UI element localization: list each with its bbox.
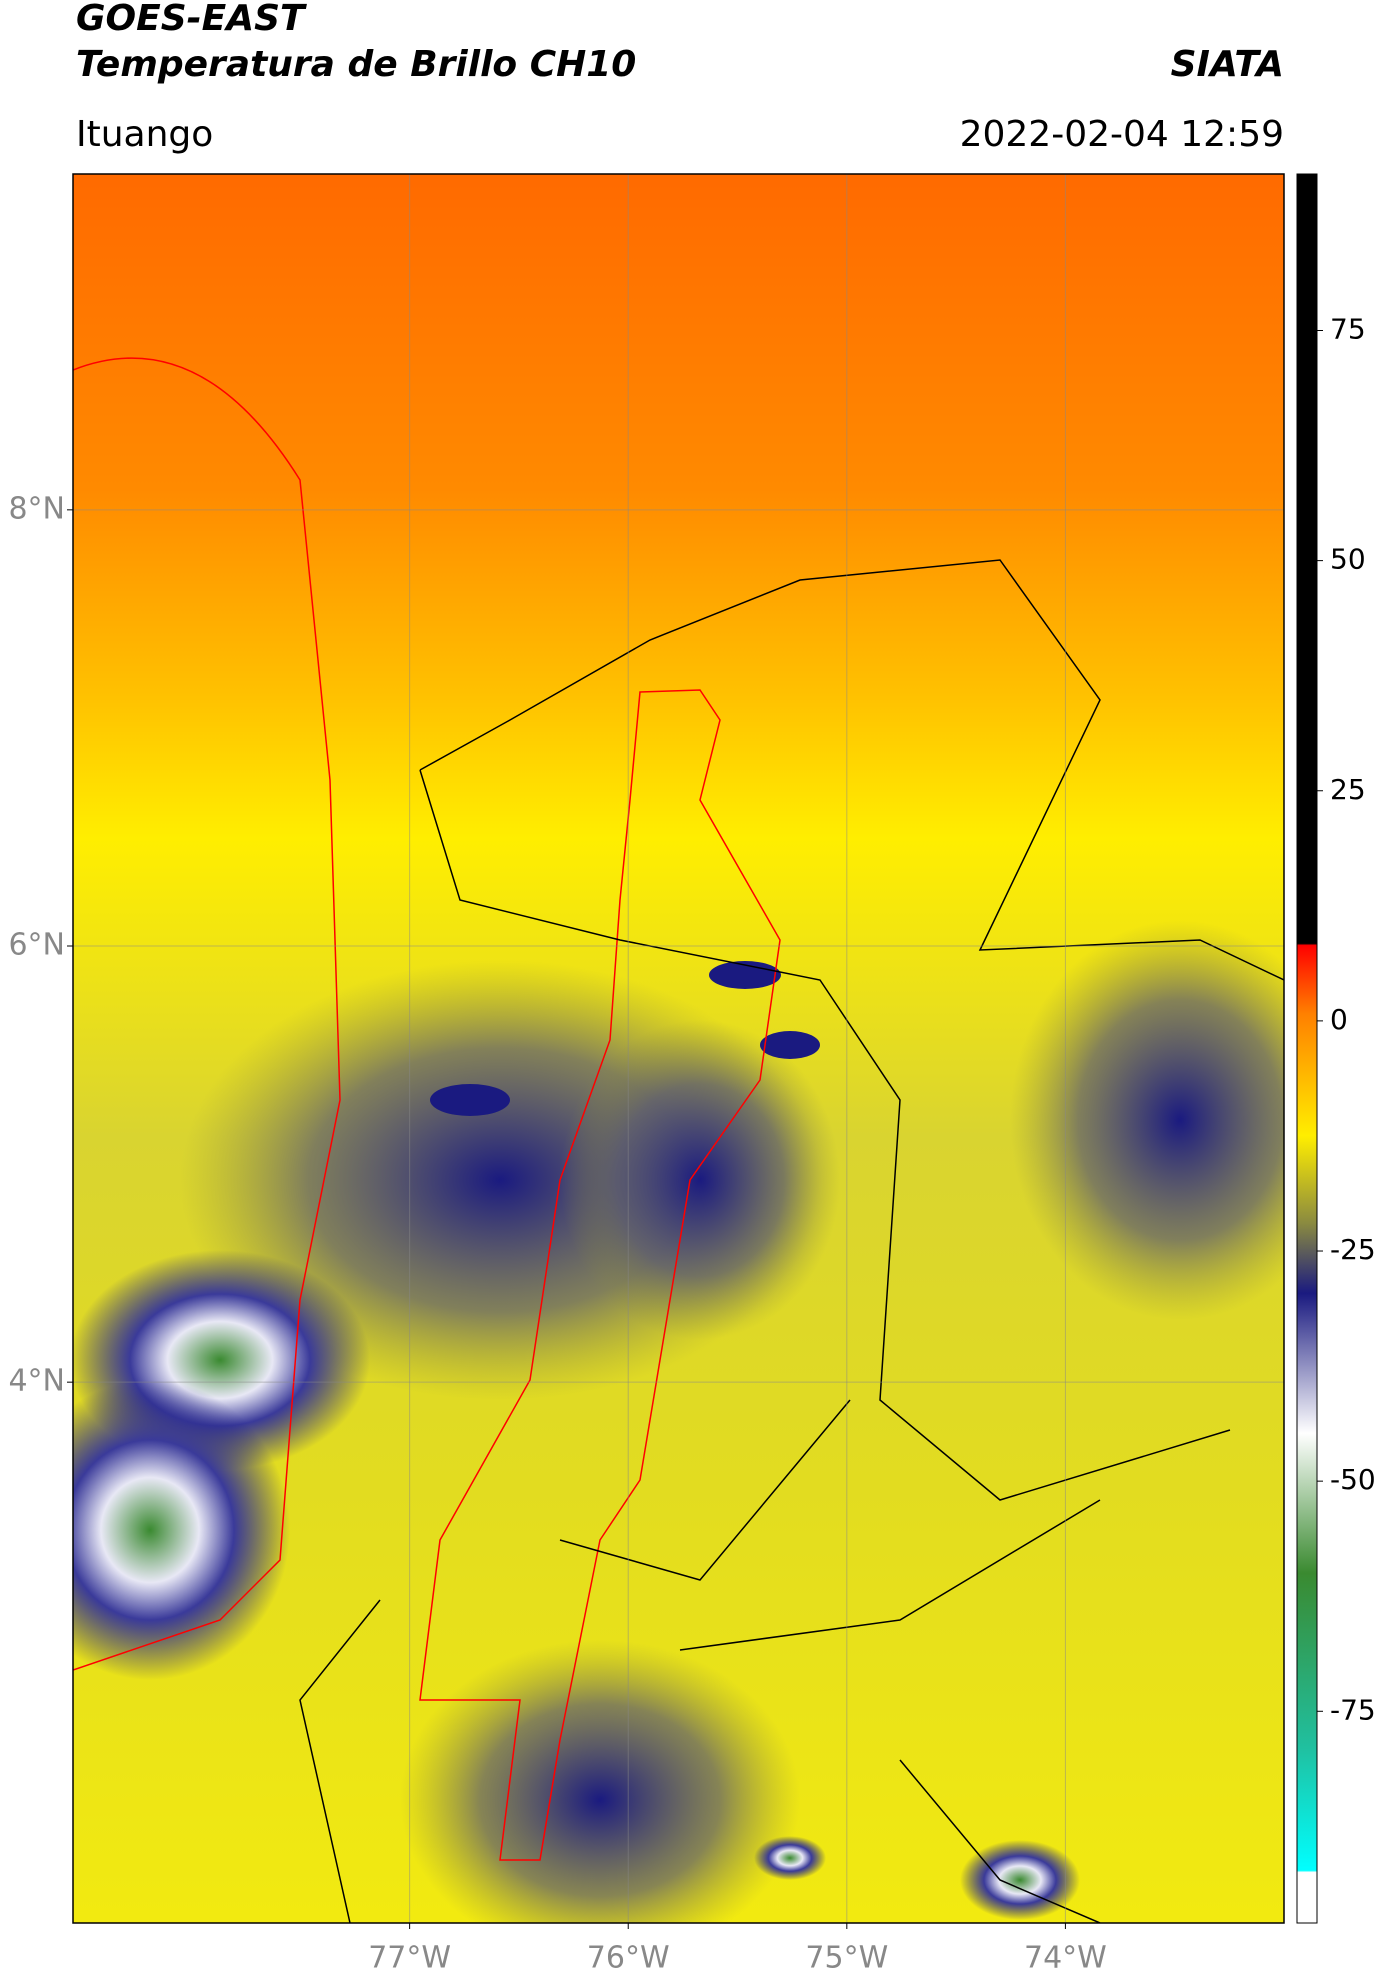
source: SIATA [1171,44,1284,85]
colorbar [1296,173,1318,1924]
colorbar-tick-label: -25 [1330,1233,1376,1266]
gridlines [73,174,1284,1923]
colorbar-tick-label: -50 [1330,1463,1376,1496]
title-line2: Temperatura de Brillo CH10 [76,44,636,85]
colorbar-tick-label: -75 [1330,1693,1376,1726]
map-frame [72,173,1285,1924]
x-tick-label: 74°W [1024,1941,1107,1976]
colorbar-tick-label: 75 [1330,312,1366,345]
colorbar-tick-label: 50 [1330,543,1366,576]
x-tick-label: 77°W [368,1941,451,1976]
x-tick-label: 76°W [587,1941,670,1976]
datetime: 2022-02-04 12:59 [960,114,1284,155]
region: Ituango [76,114,213,155]
colorbar-tick-label: 0 [1330,1003,1348,1036]
map-image [73,174,1284,1923]
title-line1: GOES-EAST [76,0,307,39]
x-tick-label: 75°W [805,1941,888,1976]
y-tick-label: 6°N [8,928,65,963]
y-tick-label: 4°N [8,1364,65,1399]
colorbar-tick-label: 25 [1330,773,1366,806]
y-tick-label: 8°N [8,491,65,526]
